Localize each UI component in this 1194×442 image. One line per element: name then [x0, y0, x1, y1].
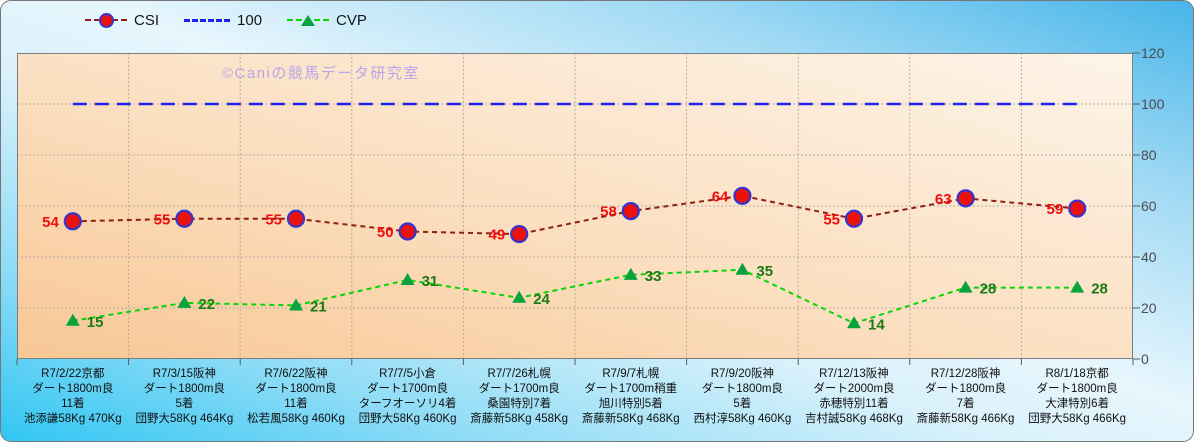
legend-item-100: 100 — [184, 12, 262, 29]
svg-text:33: 33 — [645, 268, 662, 285]
x-axis-label: R7/12/13阪神 ダート2000m良 赤穂特別11着 吉村誠58Kg 468Kg — [805, 368, 903, 425]
svg-text:55: 55 — [154, 211, 171, 228]
cvp-marker-icon — [301, 14, 316, 26]
x-axis-label: R7/7/26札幌 ダート1700m良 桑園特別7着 斎藤新58Kg 458Kg — [470, 368, 569, 425]
x-axis-label: R7/2/22京都 ダート1800m良 11着 池添謙58Kg 470Kg — [23, 368, 122, 425]
svg-text:49: 49 — [489, 227, 506, 244]
y-axis-tick-label: 0 — [1141, 351, 1149, 367]
legend-label-csi: CSI — [134, 11, 160, 29]
y-axis-tick-label: 20 — [1141, 300, 1157, 316]
legend-label-100: 100 — [237, 11, 263, 29]
x-axis-label: R7/6/22阪神 ダート1800m良 11着 松若風58Kg 460Kg — [247, 368, 345, 425]
svg-text:35: 35 — [756, 263, 773, 280]
svg-text:50: 50 — [377, 224, 394, 241]
x-axis-label: R7/3/15阪神 ダート1800m良 5着 団野大58Kg 464Kg — [135, 368, 234, 425]
y-axis-tick-label: 100 — [1141, 96, 1165, 112]
svg-text:55: 55 — [823, 211, 840, 228]
x-axis-label: R8/1/18京都 ダート1800m良 大津特別6着 団野大58Kg 466Kg — [1028, 368, 1127, 425]
svg-text:21: 21 — [310, 298, 327, 315]
svg-text:31: 31 — [422, 273, 439, 290]
cvp-line-sample — [287, 14, 330, 26]
svg-text:55: 55 — [265, 211, 282, 228]
svg-text:28: 28 — [980, 281, 997, 298]
watermark: ©Caniの競馬データ研究室 — [222, 65, 420, 82]
x-axis-label: R7/9/20阪神 ダート1800m良 5着 西村淳58Kg 460Kg — [693, 368, 792, 425]
svg-text:63: 63 — [935, 191, 952, 208]
svg-text:59: 59 — [1047, 201, 1064, 218]
y-axis-tick-label: 80 — [1141, 147, 1157, 163]
svg-text:22: 22 — [198, 296, 215, 313]
svg-text:58: 58 — [600, 204, 617, 221]
x-axis-label: R7/12/28阪神 ダート1800m良 7着 斎藤新58Kg 466Kg — [916, 368, 1015, 425]
x-axis-label: R7/7/5小倉 ダート1700m良 ターフオーソリ4着 団野大58Kg 460Kg — [358, 368, 457, 425]
csi-line-sample — [85, 13, 127, 28]
y-axis-tick-label: 40 — [1141, 249, 1157, 265]
reference-line-sample — [184, 18, 231, 22]
svg-text:14: 14 — [868, 316, 885, 333]
svg-text:54: 54 — [42, 214, 59, 231]
legend-label-cvp: CVP — [336, 11, 367, 29]
plot-svg: 54 55 55 50 49 58 64 55 63 59 15 22 21 31 24 33 35 14 28 28 — [16, 52, 1140, 365]
svg-text:64: 64 — [712, 188, 729, 205]
csi-marker-icon — [98, 13, 114, 28]
legend-item-csi: CSI — [85, 12, 159, 29]
x-axis-label: R7/9/7札幌 ダート1700m稍重 旭川特別5着 斎藤新58Kg 468Kg — [581, 368, 680, 425]
legend-item-cvp: CVP — [287, 12, 367, 29]
svg-text:24: 24 — [533, 291, 550, 308]
y-axis-tick-label: 60 — [1141, 198, 1157, 214]
svg-text:28: 28 — [1091, 281, 1108, 298]
legend: CSI 100 CVP — [85, 7, 367, 33]
svg-text:15: 15 — [87, 314, 104, 331]
y-axis-tick-label: 120 — [1141, 45, 1165, 61]
x-axis-labels: R7/2/22京都 ダート1800m良 11着 池添謙58Kg 470Kg R7/3/1… — [17, 367, 1133, 427]
